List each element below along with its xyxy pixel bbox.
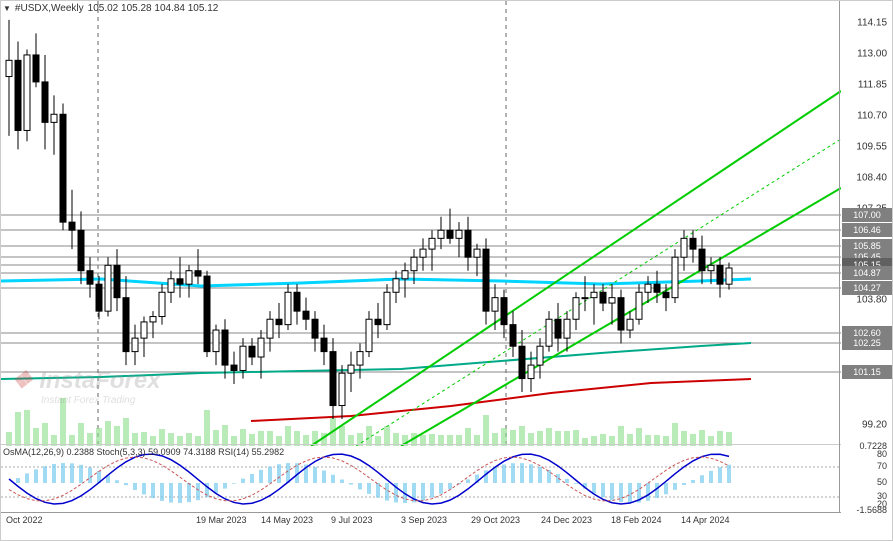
indicator-y-label: 70 (877, 461, 887, 471)
price-level-box: 102.25 (842, 336, 892, 350)
indicator-panel[interactable]: OsMA(12,26,9) 0.2388 Stoch(5,3,3) 59.090… (1, 444, 841, 512)
x-axis-label: 14 Apr 2024 (681, 515, 730, 525)
watermark-sub: Instant Forex Trading (41, 395, 161, 406)
indicator-labels: OsMA(12,26,9) 0.2388 Stoch(5,3,3) 59.090… (3, 447, 284, 457)
price-level-box: 104.27 (842, 281, 892, 295)
y-axis-label: 103.80 (856, 295, 887, 306)
indicator-y-label: -1.5688 (856, 505, 887, 515)
indicator-y-label: 80 (877, 449, 887, 459)
main-chart-area[interactable]: ❖ InstaForex Instant Forex Trading (1, 1, 841, 446)
price-level-box: 101.15 (842, 365, 892, 379)
x-axis-label: 14 May 2023 (261, 515, 313, 525)
y-axis-label: 99.20 (862, 420, 887, 431)
chart-container: ▼ #USDX,Weekly 105.02 105.28 104.84 105.… (0, 0, 893, 541)
ohlc-values: 105.02 105.28 104.84 105.12 (88, 3, 219, 14)
title-bar: ▼ #USDX,Weekly 105.02 105.28 104.84 105.… (3, 3, 218, 14)
x-axis-label: 3 Sep 2023 (401, 515, 447, 525)
x-axis-label: 9 Jul 2023 (331, 515, 373, 525)
y-axis-label: 110.70 (857, 111, 887, 122)
dropdown-icon[interactable]: ▼ (3, 4, 11, 13)
y-axis-label: 111.85 (858, 80, 887, 91)
indicator-y-label: 50 (877, 477, 887, 487)
x-axis: Oct 2022 19 Mar 2023 14 May 2023 9 Jul 2023… (1, 512, 841, 526)
y-axis-label: 114.15 (857, 18, 887, 29)
indicator-y-axis: 0.72288070503020-1.5688 (839, 444, 892, 512)
x-axis-label: 19 Mar 2023 (196, 515, 247, 525)
watermark-logo: ❖ InstaForex Instant Forex Trading (11, 366, 161, 406)
x-axis-label: Oct 2022 (6, 515, 43, 525)
y-axis-label: 113.00 (857, 49, 887, 60)
x-axis-label: 24 Dec 2023 (541, 515, 592, 525)
price-level-box: 107.00 (842, 208, 892, 222)
y-axis-label: 109.55 (856, 142, 887, 153)
x-axis-label: 18 Feb 2024 (611, 515, 662, 525)
x-axis-label: 29 Oct 2023 (471, 515, 520, 525)
price-level-box: 104.87 (842, 266, 892, 280)
symbol-title: #USDX,Weekly (15, 3, 84, 14)
y-axis-label: 108.40 (856, 173, 887, 184)
price-level-box: 106.46 (842, 223, 892, 237)
y-axis: 114.15 113.00 111.85 110.70 109.55 108.40 107.… (839, 1, 892, 446)
